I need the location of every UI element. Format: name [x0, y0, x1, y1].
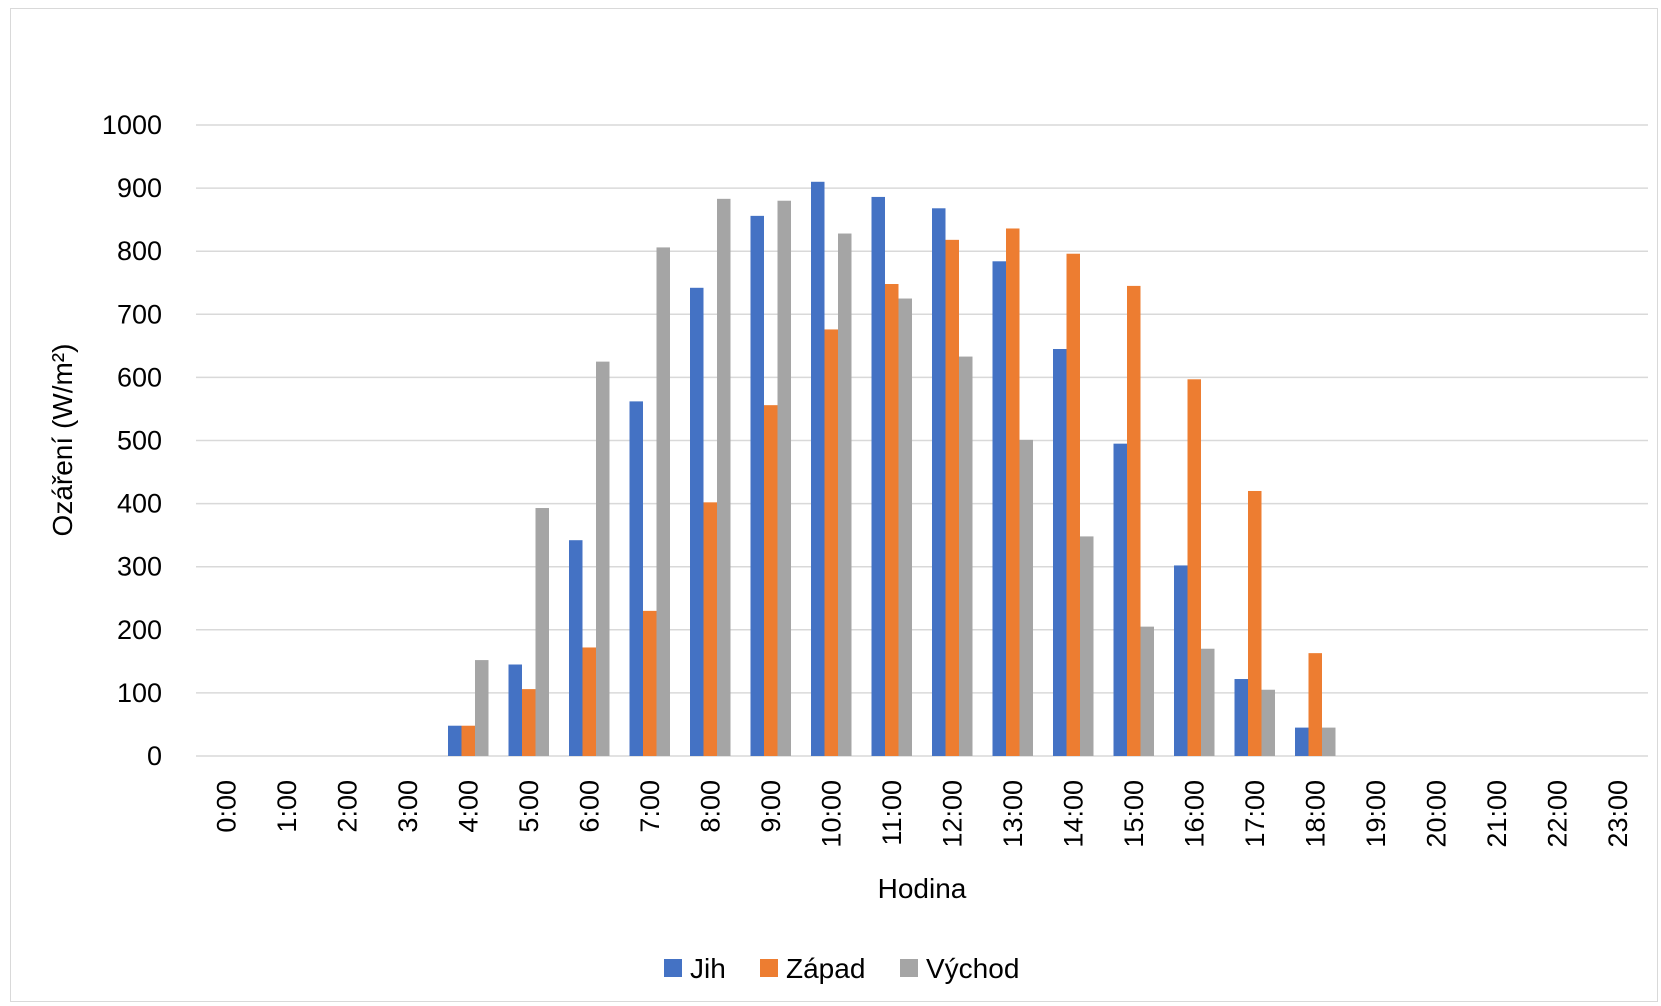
x-axis-title: Hodina	[878, 873, 967, 904]
x-tick-label: 11:00	[877, 780, 907, 846]
bar-východ-1100	[898, 298, 912, 756]
y-axis-title: Ozáření (W/m²)	[47, 344, 78, 537]
legend-swatch-západ	[760, 959, 778, 977]
x-tick-label: 1:00	[272, 780, 302, 833]
x-tick-label: 14:00	[1058, 780, 1088, 848]
bar-východ-1400	[1080, 536, 1094, 756]
bar-východ-900	[777, 200, 791, 757]
y-tick-label: 900	[117, 173, 162, 203]
bar-západ-1100	[885, 284, 899, 756]
x-tick-label: 20:00	[1421, 780, 1451, 848]
bar-jih-1200	[932, 208, 946, 757]
y-tick-label: 500	[117, 426, 162, 456]
bar-východ-1500	[1140, 626, 1154, 756]
y-tick-label: 800	[117, 236, 162, 266]
bar-západ-1200	[945, 239, 959, 757]
bar-jih-1300	[992, 261, 1006, 756]
y-tick-label: 700	[117, 299, 162, 329]
bar-západ-800	[703, 502, 717, 756]
gridlines	[196, 124, 1648, 757]
bar-jih-700	[629, 401, 643, 756]
legend-label-východ: Východ	[926, 953, 1019, 984]
bar-jih-800	[690, 287, 704, 756]
legend-swatch-východ	[900, 959, 918, 977]
bar-jih-400	[448, 725, 462, 756]
bar-západ-600	[582, 647, 596, 756]
bar-západ-1500	[1127, 285, 1141, 756]
bar-jih-1100	[871, 196, 885, 756]
x-tick-label: 9:00	[756, 780, 786, 833]
x-tick-label: 4:00	[453, 780, 483, 833]
bar-východ-700	[656, 247, 670, 756]
bar-západ-1700	[1248, 490, 1262, 756]
bar-východ-500	[535, 508, 549, 756]
x-tick-label: 0:00	[211, 780, 241, 833]
x-tick-label: 2:00	[332, 780, 362, 833]
y-tick-label: 100	[117, 678, 162, 708]
x-tick-label: 8:00	[695, 780, 725, 833]
bar-západ-900	[764, 405, 778, 756]
bar-západ-500	[522, 689, 536, 756]
x-tick-label: 12:00	[937, 780, 967, 848]
y-tick-label: 200	[117, 615, 162, 645]
x-tick-label: 17:00	[1240, 780, 1270, 848]
bar-východ-400	[475, 660, 489, 756]
bar-východ-1600	[1201, 648, 1215, 756]
bar-západ-700	[643, 610, 657, 756]
bar-východ-1700	[1261, 689, 1275, 756]
bar-jih-600	[569, 540, 583, 756]
y-tick-label: 600	[117, 362, 162, 392]
bar-jih-1600	[1174, 565, 1188, 756]
x-tick-label: 3:00	[393, 780, 423, 833]
bar-východ-1300	[1019, 439, 1033, 756]
bar-jih-900	[750, 215, 764, 756]
bar-jih-500	[508, 664, 522, 756]
x-tick-label: 15:00	[1119, 780, 1149, 848]
bar-východ-1800	[1322, 727, 1336, 756]
bar-východ-1000	[838, 233, 852, 757]
x-tick-label: 7:00	[635, 780, 665, 833]
y-tick-label: 400	[117, 489, 162, 519]
bar-jih-1500	[1113, 443, 1127, 756]
y-axis-ticks: 0 100 200 300 400 500 600 700 800 900 1000	[102, 110, 162, 771]
bar-západ-1400	[1066, 253, 1080, 756]
x-tick-label: 5:00	[514, 780, 544, 833]
y-tick-label: 300	[117, 552, 162, 582]
bar-západ-1600	[1187, 379, 1201, 756]
legend: Jih Západ Východ	[664, 953, 1019, 984]
x-tick-label: 19:00	[1361, 780, 1391, 848]
bar-západ-1300	[1006, 228, 1020, 756]
bar-jih-1000	[811, 181, 825, 757]
x-tick-label: 16:00	[1179, 780, 1209, 848]
bar-západ-1800	[1308, 653, 1322, 756]
bar-jih-1800	[1295, 727, 1309, 756]
y-tick-label: 1000	[102, 110, 162, 140]
x-tick-label: 10:00	[816, 780, 846, 848]
y-tick-label: 0	[147, 741, 162, 771]
x-tick-label: 6:00	[574, 780, 604, 833]
legend-label-jih: Jih	[690, 953, 726, 984]
bar-západ-400	[461, 725, 475, 756]
x-tick-label: 18:00	[1300, 780, 1330, 848]
bar-západ-1000	[824, 329, 838, 756]
bar-východ-800	[717, 198, 731, 756]
x-tick-label: 23:00	[1603, 780, 1633, 848]
bars	[448, 181, 1336, 757]
legend-swatch-jih	[664, 959, 682, 977]
x-tick-label: 13:00	[998, 780, 1028, 848]
legend-label-západ: Západ	[786, 953, 865, 984]
bar-jih-1700	[1234, 679, 1248, 756]
bar-východ-600	[596, 361, 610, 756]
x-tick-label: 21:00	[1482, 780, 1512, 848]
bar-východ-1200	[959, 356, 973, 756]
x-tick-label: 22:00	[1542, 780, 1572, 848]
x-axis-ticks: 0:00 1:00 2:00 3:00 4:00 5:00 6:00 7:00 8:00 9:00…	[211, 780, 1633, 848]
bar-jih-1400	[1053, 349, 1067, 756]
